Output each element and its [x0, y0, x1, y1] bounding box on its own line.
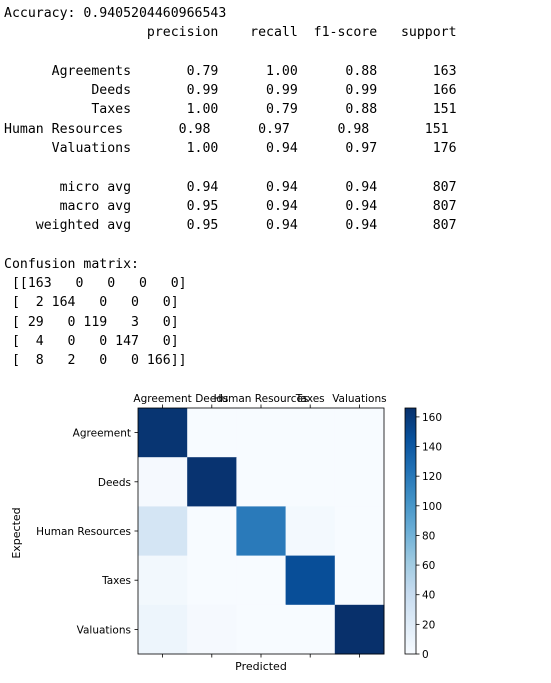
heatmap-cell [285, 555, 336, 606]
notebook-output: Accuracy: 0.9405204460966543 precision r… [0, 0, 457, 371]
report-row-weighted-avg: weighted avg 0.95 0.94 0.94 807 [4, 218, 457, 234]
colorbar-tick-label: 160 [422, 412, 442, 424]
y-tick-label: Deeds [98, 477, 131, 489]
report-row-taxes: Taxes 1.00 0.79 0.88 151 [4, 102, 457, 118]
heatmap-cell [334, 408, 385, 458]
report-row-agreements: Agreements 0.79 1.00 0.88 163 [4, 63, 457, 79]
report-header: precision recall f1-score support [4, 25, 457, 41]
report-row-micro-avg: micro avg 0.94 0.94 0.94 807 [4, 179, 457, 195]
x-tick-label: Agreement [133, 393, 191, 405]
heatmap-cell [138, 408, 188, 458]
heatmap-cell [285, 604, 336, 655]
colorbar-gradient [404, 407, 417, 655]
colorbar: 0 20 40 60 80 100 120 140 160 [404, 407, 442, 661]
heatmap-cell [236, 408, 287, 458]
y-axis-label: Expected [10, 507, 23, 558]
colorbar-tick-label: 120 [422, 471, 442, 483]
report-row-deeds: Deeds 0.99 0.99 0.99 166 [4, 83, 457, 99]
heatmap-cell [138, 457, 188, 507]
heatmap-cell [236, 457, 287, 507]
heatmap-cell [285, 506, 336, 557]
heatmap-cell [187, 604, 237, 655]
matrix-line: [ 29 0 119 3 0] [4, 314, 179, 330]
accuracy-line: Accuracy: 0.9405204460966543 [4, 6, 227, 21]
heatmap-cell [187, 457, 237, 507]
colorbar-tick-label: 60 [422, 560, 435, 572]
colorbar-tick-label: 20 [422, 619, 435, 631]
heatmap-cell [334, 604, 385, 655]
x-tick-label: Human Resources [214, 393, 309, 405]
y-tick-label: Taxes [101, 575, 131, 587]
x-tick-label: Taxes [295, 393, 325, 405]
colorbar-tick-label: 140 [422, 442, 442, 454]
heatmap-cell [334, 457, 385, 507]
heatmap-cell [334, 555, 385, 606]
heatmap-cell [187, 506, 237, 557]
heatmap-cell [236, 555, 287, 606]
heatmap-cell [236, 506, 287, 557]
x-tick-label: Valuations [332, 393, 386, 405]
matrix-line: [ 4 0 0 147 0] [4, 334, 179, 350]
heatmap-cell [187, 408, 237, 458]
matrix-line: [ 8 2 0 0 166]] [4, 353, 187, 369]
heatmap-cell [138, 506, 188, 557]
matrix-line: [[163 0 0 0 0] [4, 276, 187, 292]
heatmap-cell [236, 604, 287, 655]
report-row-valuations: Valuations 1.00 0.94 0.97 176 [4, 141, 457, 157]
y-tick-label: Agreement [73, 428, 131, 440]
heatmap-cell [187, 555, 237, 606]
x-axis-label: Predicted [235, 660, 287, 673]
confusion-title: Confusion matrix: [4, 256, 139, 272]
heatmap-cell [334, 506, 385, 557]
colorbar-tick-label: 40 [422, 590, 435, 602]
x-tick-label: Deeds [195, 393, 228, 405]
colorbar-tick-label: 80 [422, 530, 435, 542]
heatmap-cell [138, 604, 188, 655]
colorbar-tick-label: 0 [422, 649, 429, 661]
matrix-line: [ 2 164 0 0 0] [4, 295, 179, 311]
report-row-macro-avg: macro avg 0.95 0.94 0.94 807 [4, 198, 457, 214]
heatmap-cell [285, 457, 336, 507]
colorbar-tick-label: 100 [422, 501, 442, 513]
y-tick-label: Human Resources [36, 526, 131, 538]
heatmap-cell [138, 555, 188, 606]
report-row-human-resources: Human Resources 0.98 0.97 0.98 151 [4, 121, 449, 137]
heatmap-cell [285, 408, 336, 458]
y-tick-label: Valuations [77, 624, 131, 636]
